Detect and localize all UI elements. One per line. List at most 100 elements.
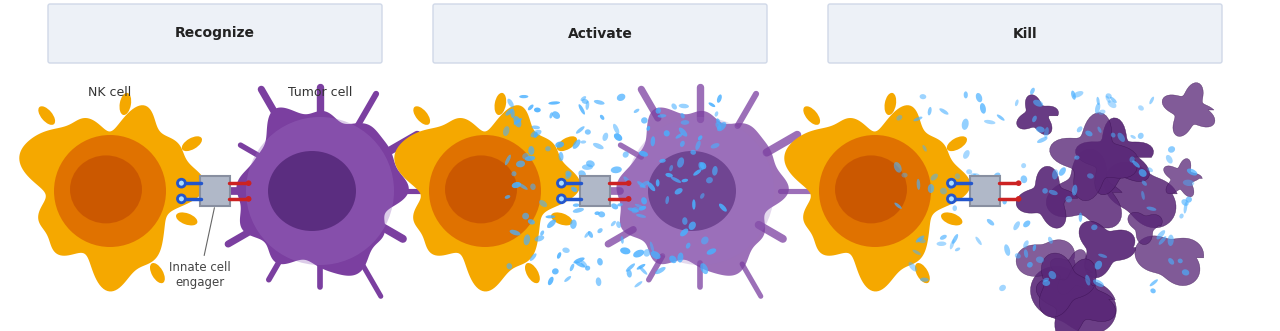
Ellipse shape [682,217,687,225]
Ellipse shape [1106,93,1112,99]
Ellipse shape [613,124,620,134]
Polygon shape [1128,212,1162,245]
Ellipse shape [531,125,540,129]
Ellipse shape [1187,168,1197,175]
Ellipse shape [557,136,577,151]
Ellipse shape [1015,99,1019,106]
Ellipse shape [635,204,645,209]
Ellipse shape [709,102,716,107]
Ellipse shape [677,253,684,262]
Ellipse shape [664,130,669,136]
Ellipse shape [545,146,550,151]
Ellipse shape [1030,88,1034,94]
Text: Kill: Kill [1012,26,1037,40]
Ellipse shape [988,175,998,182]
Ellipse shape [681,120,689,125]
Ellipse shape [975,237,982,245]
Ellipse shape [558,195,566,203]
Ellipse shape [539,200,547,207]
Ellipse shape [598,228,603,233]
Ellipse shape [530,183,536,190]
Ellipse shape [576,126,585,134]
Polygon shape [1046,149,1123,228]
Ellipse shape [975,93,982,102]
Ellipse shape [1181,199,1189,206]
Ellipse shape [639,206,646,211]
Ellipse shape [646,126,650,131]
Text: Tumor cell: Tumor cell [288,86,352,99]
Ellipse shape [970,173,979,177]
Ellipse shape [1158,236,1166,245]
Ellipse shape [623,176,630,182]
Ellipse shape [1048,271,1056,279]
Ellipse shape [611,221,616,226]
Ellipse shape [598,212,605,217]
Ellipse shape [648,151,736,231]
Ellipse shape [1142,180,1147,186]
Ellipse shape [669,165,673,171]
Ellipse shape [581,99,589,104]
Ellipse shape [1183,180,1194,186]
Ellipse shape [1098,110,1106,115]
Ellipse shape [675,188,682,195]
Ellipse shape [588,231,593,238]
Ellipse shape [919,94,927,99]
Ellipse shape [1132,161,1140,168]
Ellipse shape [1142,191,1144,200]
Polygon shape [237,108,408,276]
Polygon shape [1016,166,1078,228]
Ellipse shape [593,143,604,149]
Ellipse shape [1094,103,1101,114]
Ellipse shape [707,177,713,183]
Ellipse shape [178,195,186,203]
Ellipse shape [677,157,684,167]
Ellipse shape [1073,91,1083,98]
Ellipse shape [641,117,648,123]
Ellipse shape [119,93,131,115]
Ellipse shape [1000,285,1006,291]
Ellipse shape [700,263,708,274]
Ellipse shape [961,118,969,130]
Ellipse shape [641,197,646,205]
Ellipse shape [586,160,595,167]
FancyBboxPatch shape [580,176,611,206]
Ellipse shape [895,203,901,209]
Ellipse shape [714,111,718,117]
Ellipse shape [710,143,719,149]
Ellipse shape [524,234,530,245]
Ellipse shape [512,171,517,176]
Ellipse shape [621,236,623,244]
Ellipse shape [928,107,932,116]
Ellipse shape [1097,126,1102,133]
Ellipse shape [634,250,644,258]
Ellipse shape [635,281,643,287]
Polygon shape [1016,240,1075,279]
Polygon shape [1050,113,1138,201]
Ellipse shape [963,150,970,159]
Ellipse shape [54,135,166,247]
Ellipse shape [506,109,513,116]
Ellipse shape [1048,237,1053,244]
Ellipse shape [575,261,585,267]
Ellipse shape [1093,279,1103,287]
Ellipse shape [920,278,929,282]
Ellipse shape [1043,278,1050,282]
Ellipse shape [699,162,704,170]
Ellipse shape [940,188,947,194]
Ellipse shape [1169,258,1174,265]
Ellipse shape [835,155,908,223]
Ellipse shape [701,237,709,244]
Ellipse shape [511,109,515,118]
Ellipse shape [1166,155,1172,164]
Ellipse shape [617,94,626,101]
Ellipse shape [622,151,628,158]
Ellipse shape [413,106,430,125]
Ellipse shape [672,103,677,110]
Ellipse shape [680,141,685,147]
Ellipse shape [556,142,564,148]
Ellipse shape [529,146,534,155]
Ellipse shape [671,177,681,183]
Ellipse shape [570,219,577,229]
Ellipse shape [562,248,570,253]
Ellipse shape [636,214,646,218]
